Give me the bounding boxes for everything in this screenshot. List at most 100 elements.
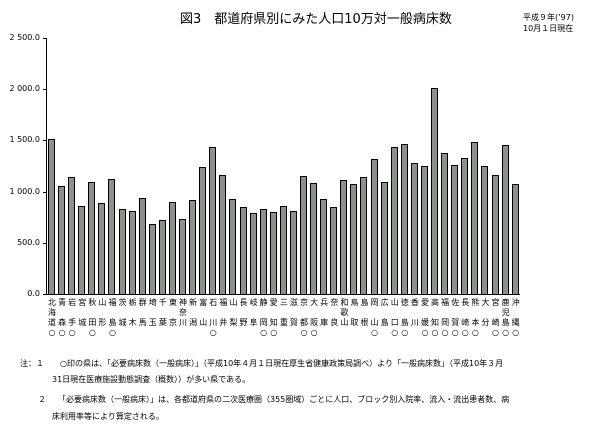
bar-青森 bbox=[58, 186, 66, 295]
x-label-char: 山 bbox=[390, 298, 399, 307]
circle-mark-icon bbox=[118, 328, 128, 338]
x-label-char: 福 bbox=[108, 298, 117, 307]
x-label-char bbox=[440, 308, 450, 318]
x-label-char: 森 bbox=[58, 318, 67, 327]
x-label-char: 取 bbox=[350, 318, 359, 327]
x-label-char: 長 bbox=[461, 298, 470, 307]
circle-mark-icon: ○ bbox=[512, 328, 520, 337]
x-label-char: 宮 bbox=[78, 298, 87, 307]
circle-mark-icon: ○ bbox=[310, 328, 318, 337]
x-label: 佐賀 ○ bbox=[450, 298, 460, 338]
y-tick-label: 1 500.0 bbox=[9, 135, 40, 145]
x-label: 徳島 ○ bbox=[400, 298, 410, 338]
circle-mark-icon bbox=[218, 328, 228, 338]
circle-mark-icon: ○ bbox=[68, 328, 76, 337]
x-label-char: 鳥 bbox=[350, 298, 359, 307]
x-label-char: 岐 bbox=[249, 298, 258, 307]
x-label-char bbox=[188, 308, 198, 318]
bar-山形 bbox=[98, 203, 106, 295]
circle-mark-icon bbox=[148, 328, 158, 338]
circle-mark-icon bbox=[128, 328, 138, 338]
x-label-char bbox=[158, 308, 168, 318]
x-label: 大分 bbox=[480, 298, 490, 338]
x-label-char: 秋 bbox=[88, 298, 97, 307]
x-label-char: 川 bbox=[209, 318, 218, 327]
x-label-char: 奈 bbox=[330, 298, 339, 307]
x-label: 山形 bbox=[97, 298, 107, 338]
x-label: 兵庫 bbox=[319, 298, 329, 338]
x-label-char: 徳 bbox=[400, 298, 409, 307]
bar-福島 bbox=[108, 179, 116, 295]
x-label: 長野 bbox=[239, 298, 249, 338]
x-label: 鹿児島 ○ bbox=[501, 298, 511, 338]
x-label: 富山 bbox=[198, 298, 208, 338]
x-label-char: 兵 bbox=[320, 298, 329, 307]
x-label-char bbox=[168, 308, 178, 318]
x-label-char: 道 bbox=[48, 318, 56, 327]
x-label-char: 熊 bbox=[471, 298, 480, 307]
x-label-char: 愛 bbox=[420, 298, 429, 307]
x-label-char: 奈 bbox=[179, 308, 188, 317]
x-label-char: 岡 bbox=[370, 298, 379, 307]
x-label-char: 川 bbox=[179, 318, 188, 327]
x-label-char: 三 bbox=[279, 298, 288, 307]
date-line-1: 平成９年(’97) bbox=[523, 13, 574, 22]
x-label-char: 潟 bbox=[189, 318, 198, 327]
x-label: 宮城 bbox=[77, 298, 87, 338]
x-label: 埼玉 bbox=[148, 298, 158, 338]
x-label-char: 群 bbox=[138, 298, 147, 307]
x-label-char bbox=[460, 308, 470, 318]
note-2-line-2: 床利用率等により算定される。 bbox=[52, 412, 164, 421]
x-label-char: 富 bbox=[199, 298, 208, 307]
x-label-char: 岡 bbox=[441, 318, 450, 327]
x-label-char: 静 bbox=[259, 298, 268, 307]
x-label-char bbox=[87, 308, 97, 318]
circle-mark-icon: ○ bbox=[371, 328, 379, 337]
x-label-char: 石 bbox=[209, 298, 218, 307]
circle-mark-icon: ○ bbox=[401, 328, 409, 337]
x-label-char bbox=[359, 308, 369, 318]
x-label-char: 高 bbox=[431, 298, 440, 307]
x-label: 鳥取 bbox=[349, 298, 359, 338]
x-label-char: 北 bbox=[48, 298, 56, 307]
bar-熊本 bbox=[471, 142, 479, 295]
circle-mark-icon: ○ bbox=[451, 328, 459, 337]
x-label-char: 山 bbox=[98, 298, 107, 307]
x-label: 滋賀 bbox=[289, 298, 299, 338]
circle-mark-icon bbox=[319, 328, 329, 338]
x-label-char: 阪 bbox=[310, 318, 319, 327]
x-label-char: 良 bbox=[330, 318, 339, 327]
x-label-char: 山 bbox=[199, 318, 208, 327]
x-label-char bbox=[259, 308, 269, 318]
x-label: 京都 ○ bbox=[299, 298, 309, 338]
bar-岡山 bbox=[370, 159, 378, 295]
x-label-char: 庫 bbox=[320, 318, 329, 327]
x-label-char: 鹿 bbox=[501, 298, 510, 307]
bar-奈良 bbox=[330, 207, 338, 295]
x-label-char: 口 bbox=[390, 318, 399, 327]
circle-mark-icon bbox=[158, 328, 168, 338]
bar-群馬 bbox=[138, 198, 146, 295]
x-label-char: 山 bbox=[229, 298, 238, 307]
circle-mark-icon: ○ bbox=[209, 328, 217, 337]
x-label-char: 青 bbox=[58, 298, 67, 307]
x-label: 和歌山 bbox=[339, 298, 349, 338]
x-label-char bbox=[289, 308, 299, 318]
bar-山梨 bbox=[229, 199, 237, 295]
y-tick-mark bbox=[43, 191, 46, 193]
chart-title: 図3 都道府県別にみた人口10万対一般病床数 bbox=[180, 12, 452, 27]
circle-mark-icon bbox=[410, 328, 420, 338]
date-note: 平成９年(’97) 10月１日現在 bbox=[523, 12, 574, 34]
x-label-char bbox=[470, 308, 480, 318]
x-label-char bbox=[511, 308, 521, 318]
bar-香川 bbox=[410, 163, 418, 295]
circle-mark-icon: ○ bbox=[441, 328, 449, 337]
bar-長崎 bbox=[461, 158, 469, 295]
bar-神奈川 bbox=[179, 219, 187, 295]
bar-徳島 bbox=[400, 144, 408, 295]
x-label-char: 島 bbox=[380, 318, 389, 327]
bar-京都 bbox=[300, 176, 307, 295]
bar-沖縄 bbox=[511, 184, 519, 295]
x-label-char: 賀 bbox=[451, 318, 460, 327]
bar-兵庫 bbox=[320, 199, 328, 295]
